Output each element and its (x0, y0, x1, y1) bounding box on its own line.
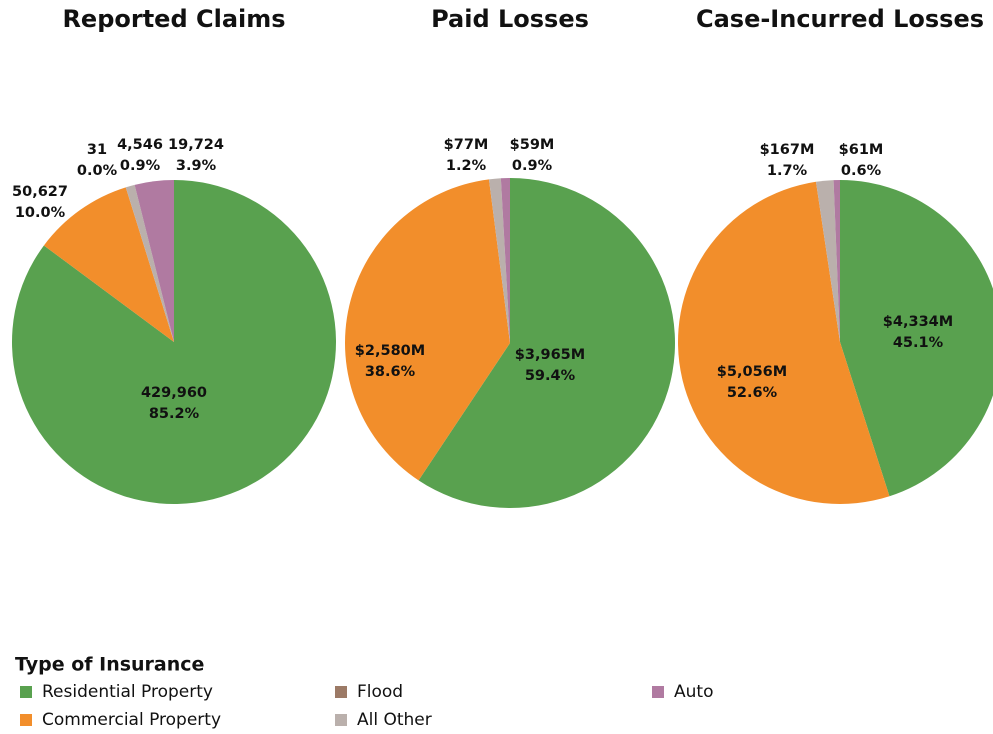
legend-swatch (20, 686, 32, 698)
value-label: $5,056M (717, 364, 787, 380)
share-label: 38.6% (365, 364, 416, 380)
legend-title: Type of Insurance (15, 654, 204, 676)
value-label: $61M (839, 142, 884, 158)
legend-label: All Other (357, 710, 432, 730)
pie-slice (500, 178, 510, 343)
pie-slice (418, 178, 675, 508)
value-label: $3,965M (515, 347, 585, 363)
value-label: 19,724 (168, 137, 224, 153)
value-label: 429,960 (141, 385, 207, 401)
share-label: 0.9% (120, 158, 161, 174)
legend-swatch (335, 686, 347, 698)
share-label: 0.6% (841, 163, 882, 179)
value-label: $167M (760, 142, 815, 158)
pie-slice (43, 187, 174, 342)
value-label: $2,580M (355, 343, 425, 359)
value-label: 31 (87, 142, 107, 158)
chart-title: Case-Incurred Losses (696, 5, 984, 33)
legend-swatch (652, 686, 664, 698)
pie-slice (840, 180, 993, 497)
chart-title: Reported Claims (62, 5, 285, 33)
share-label: 1.7% (767, 163, 808, 179)
pie-slice (815, 180, 840, 342)
chart-title: Paid Losses (431, 5, 589, 33)
legend-swatch (20, 714, 32, 726)
legend-label: Residential Property (42, 682, 213, 702)
value-label: $77M (444, 137, 489, 153)
pie-slice (345, 179, 510, 481)
legend-label: Auto (674, 682, 713, 702)
share-label: 10.0% (15, 205, 66, 221)
legend-label: Flood (357, 682, 403, 702)
share-label: 3.9% (176, 158, 217, 174)
share-label: 85.2% (149, 406, 200, 422)
pie-slice (833, 180, 840, 342)
value-label: 4,546 (117, 137, 163, 153)
value-label: $4,334M (883, 314, 953, 330)
pie-slice (488, 178, 510, 343)
pie-slice (125, 187, 174, 342)
share-label: 1.2% (446, 158, 487, 174)
share-label: 0.0% (77, 163, 118, 179)
share-label: 45.1% (893, 335, 944, 351)
share-label: 59.4% (525, 368, 576, 384)
share-label: 0.9% (512, 158, 553, 174)
pie-slice (125, 184, 174, 342)
value-label: $59M (510, 137, 555, 153)
legend-swatch (335, 714, 347, 726)
pie-slice (134, 180, 174, 342)
value-label: 50,627 (12, 184, 68, 200)
pie-slice (677, 181, 890, 505)
legend-label: Commercial Property (42, 710, 221, 730)
share-label: 52.6% (727, 385, 778, 401)
